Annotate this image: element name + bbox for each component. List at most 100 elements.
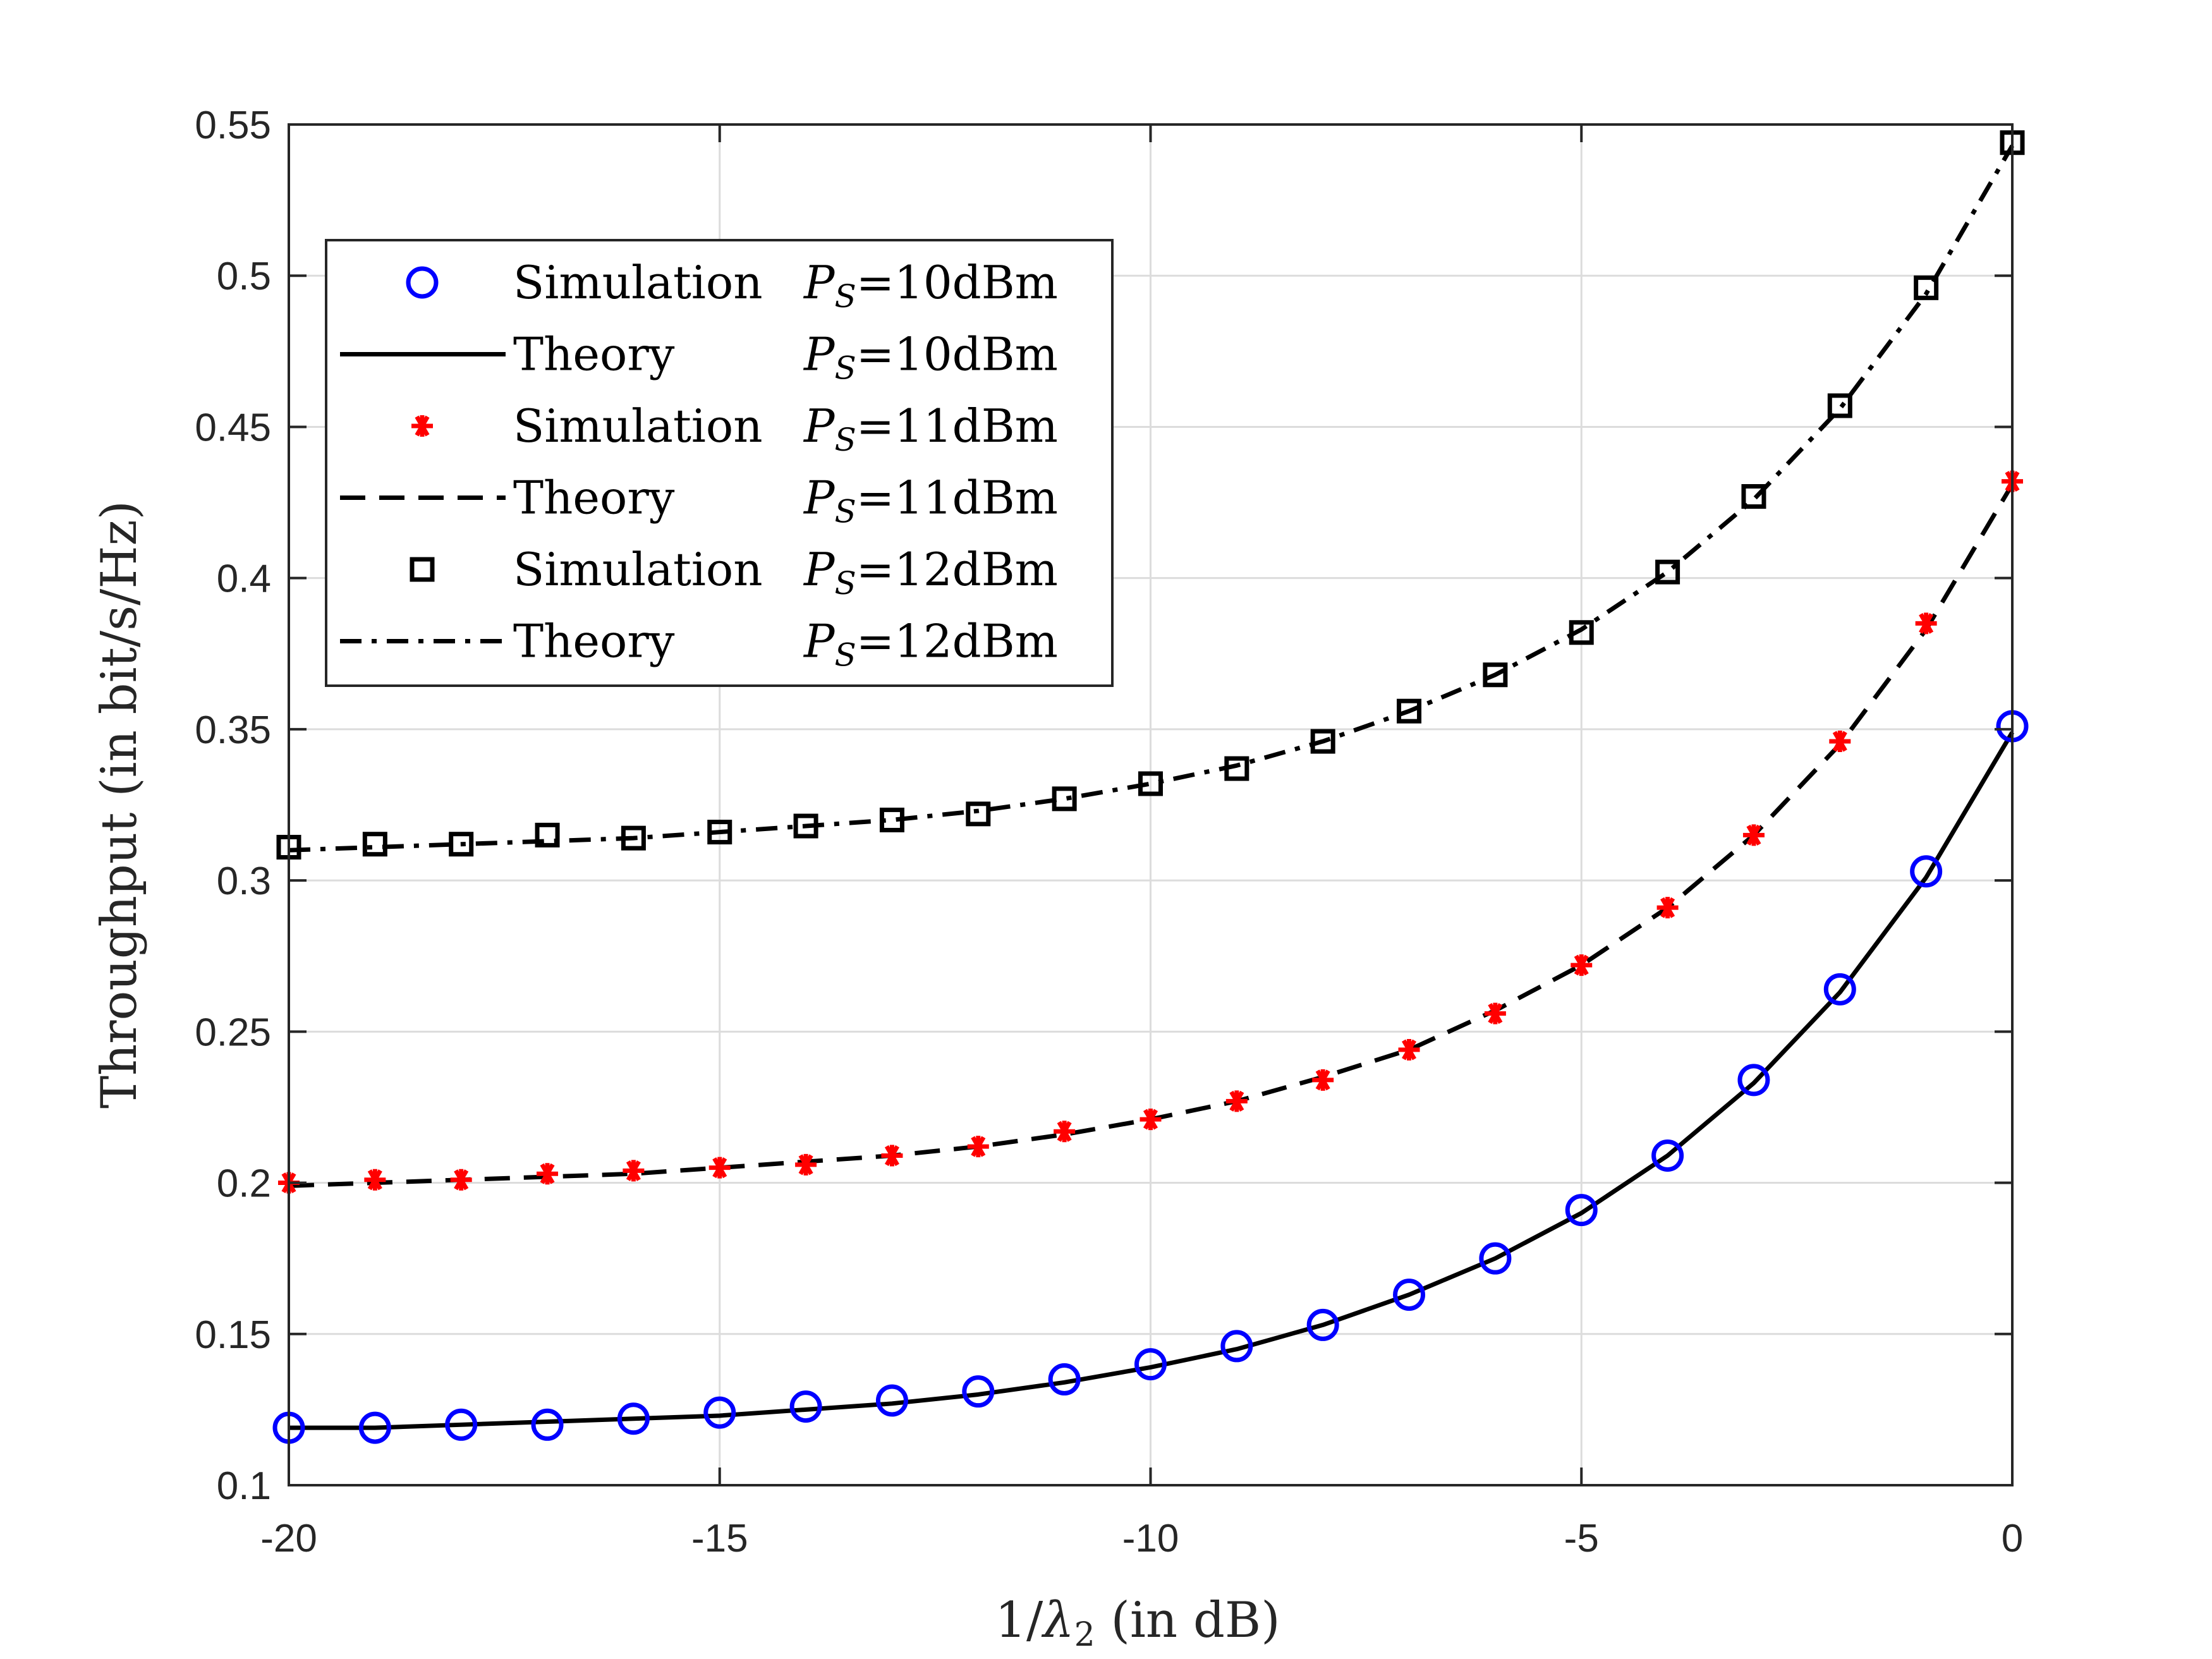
data-point: [535, 822, 560, 848]
x-axis-title: 1/λ2 (in dB): [995, 1592, 1280, 1654]
data-point: [1910, 855, 1943, 888]
legend-param: PS=10dBm: [803, 256, 1058, 315]
legend-marker: [406, 266, 439, 299]
data-point: [1827, 393, 1852, 418]
y-tick-label: 0.45: [195, 406, 271, 449]
y-tick-label: 0.3: [217, 860, 271, 903]
data-point: [1393, 1279, 1426, 1311]
data-point: [1052, 786, 1077, 811]
legend-box: [325, 239, 1114, 687]
data-point: [1823, 973, 1856, 1006]
legend-label: Simulation: [513, 399, 763, 453]
data-point: [1054, 1121, 1076, 1143]
legend-entry: Simulation PS=10dBm: [406, 256, 1058, 315]
x-tick-label: -10: [1122, 1517, 1179, 1560]
legend-label: Theory: [513, 471, 675, 525]
y-tick-label: 0.2: [217, 1162, 271, 1206]
series-line-5: [288, 144, 2015, 853]
data-point: [1914, 275, 1939, 300]
x-tick-label: -20: [260, 1517, 317, 1560]
data-point: [1565, 1194, 1598, 1227]
y-tick-label: 0.25: [195, 1011, 271, 1054]
data-point: [1312, 1069, 1334, 1091]
data-point: [1479, 1242, 1512, 1275]
data-point: [1139, 1109, 1162, 1131]
x-tick-label: -5: [1564, 1517, 1599, 1560]
data-point: [1397, 698, 1422, 724]
legend-label: Simulation: [513, 256, 763, 309]
data-point: [1829, 731, 1851, 753]
data-point: [1651, 1139, 1684, 1172]
data-point: [789, 1390, 822, 1423]
data-point: [358, 1411, 391, 1444]
data-point: [1398, 1039, 1420, 1061]
data-point: [1225, 1090, 1248, 1112]
data-point: [537, 1163, 559, 1185]
data-point: [1224, 756, 1249, 781]
data-point: [450, 1169, 472, 1191]
data-point: [364, 1169, 386, 1191]
data-point: [967, 1136, 989, 1158]
data-point: [1571, 954, 1593, 976]
data-point: [1048, 1363, 1081, 1396]
y-tick-label: 0.4: [217, 557, 271, 601]
legend-label: Theory: [513, 328, 675, 381]
y-tick-label: 0.35: [195, 708, 271, 752]
data-point: [793, 813, 818, 839]
data-point: [1138, 771, 1163, 796]
series-markers-0: [272, 710, 2029, 1444]
data-point: [1569, 620, 1594, 645]
legend-entry: Simulation PS=12dBm: [410, 543, 1058, 602]
y-axis-title: Throughput (in bit/s/Hz): [91, 501, 148, 1109]
data-point: [1483, 662, 1508, 688]
data-point: [1741, 483, 1766, 509]
data-point: [531, 1408, 564, 1441]
y-tick-label: 0.15: [195, 1313, 271, 1357]
legend-param: PS=12dBm: [803, 543, 1058, 602]
data-point: [875, 1384, 908, 1417]
data-point: [966, 801, 991, 827]
legend-label: Theory: [513, 615, 675, 668]
data-point: [362, 832, 387, 857]
data-series: [272, 130, 2029, 1444]
data-point: [617, 1402, 650, 1435]
y-tick-label: 0.5: [217, 255, 271, 298]
data-point: [1742, 824, 1765, 846]
legend-entry: Theory PS=10dBm: [340, 328, 1058, 387]
grid-lines: [289, 125, 2012, 1485]
data-point: [1656, 897, 1679, 919]
legend-param: PS=12dBm: [803, 615, 1058, 674]
data-point: [1306, 1308, 1339, 1341]
data-point: [707, 820, 732, 845]
legend-label: Simulation: [513, 543, 763, 596]
legend-param: PS=10dBm: [803, 328, 1058, 387]
data-point: [881, 1145, 903, 1167]
data-point: [621, 825, 646, 851]
series-markers-2: [278, 470, 2023, 1194]
x-tick-label: -15: [691, 1517, 748, 1560]
legend-entry: Simulation PS=11dBm: [411, 399, 1058, 458]
legend-param: PS=11dBm: [803, 471, 1058, 530]
data-point: [879, 807, 904, 832]
data-point: [623, 1160, 645, 1182]
legend-marker: [410, 557, 435, 582]
y-tick-label: 0.55: [195, 104, 271, 147]
data-point: [708, 1157, 731, 1179]
legend-entry: Theory PS=12dBm: [340, 615, 1058, 674]
data-point: [1220, 1330, 1253, 1363]
data-point: [1310, 729, 1335, 754]
data-point: [1737, 1064, 1770, 1097]
data-point: [449, 832, 474, 857]
data-point: [1915, 612, 1937, 635]
data-point: [1484, 1002, 1506, 1024]
data-point: [962, 1375, 995, 1408]
data-point: [703, 1396, 736, 1429]
data-point: [1655, 559, 1680, 585]
data-point: [1134, 1348, 1167, 1381]
legend-param: PS=11dBm: [803, 399, 1058, 458]
x-tick-label: 0: [2002, 1517, 2023, 1560]
y-tick-label: 0.1: [217, 1464, 271, 1508]
legend-entry: Theory PS=11dBm: [340, 471, 1058, 530]
